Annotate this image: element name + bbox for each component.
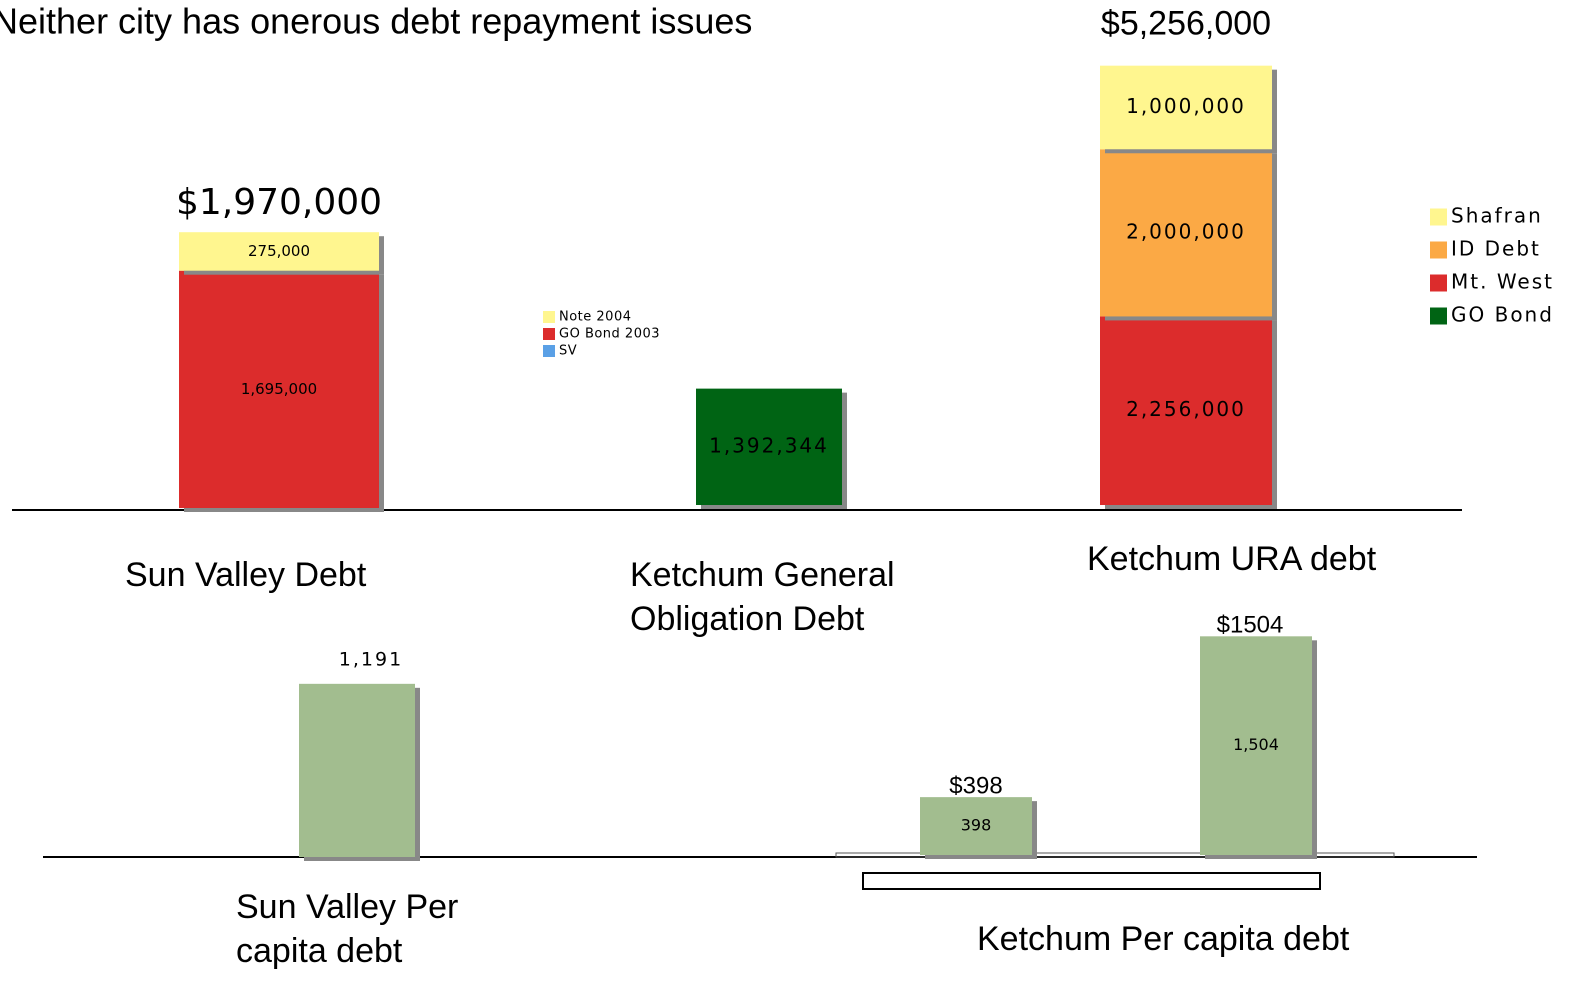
- legend-label: Mt. West: [1451, 270, 1554, 294]
- legend-label: ID Debt: [1451, 237, 1541, 261]
- caption: Ketchum General Obligation Debt: [630, 556, 895, 638]
- value-label: 1,695,000: [241, 380, 317, 398]
- value-label: 2,000,000: [1126, 219, 1246, 243]
- legend-swatch: [543, 345, 555, 357]
- value-label: 1,000,000: [1126, 94, 1246, 118]
- bar: [1200, 636, 1312, 855]
- legend-swatch: [543, 311, 555, 323]
- total-label: $1,970,000: [176, 182, 382, 223]
- bar: [1100, 316, 1272, 505]
- total-label: $398: [949, 772, 1002, 799]
- legend-label: SV: [559, 344, 577, 359]
- value-label: 1,504: [1233, 735, 1279, 754]
- caption: Sun Valley Debt: [125, 556, 367, 594]
- bar: [1100, 149, 1272, 317]
- legend-swatch: [1430, 274, 1447, 292]
- bar: [179, 270, 379, 508]
- total-label: $1504: [1217, 612, 1284, 639]
- legend-label: GO Bond: [1451, 303, 1554, 327]
- value-label: 1,191: [339, 648, 403, 670]
- bar: [1100, 65, 1272, 150]
- empty-box: [862, 872, 1321, 890]
- total-label: $5,256,000: [1101, 5, 1271, 43]
- value-label: 2,256,000: [1126, 397, 1246, 421]
- caption: Ketchum Per capita debt: [977, 920, 1350, 958]
- bar: [179, 232, 379, 271]
- caption: Sun Valley Per capita debt: [236, 888, 459, 970]
- legend-label: Note 2004: [559, 310, 632, 325]
- value-label: 275,000: [248, 242, 310, 260]
- caption: Ketchum URA debt: [1087, 540, 1377, 578]
- legend-swatch: [1430, 208, 1447, 226]
- legend-swatch: [1430, 307, 1447, 325]
- axis-box: [835, 852, 1395, 858]
- legend-swatch: [1430, 241, 1447, 259]
- slide-title: Neither city has onerous debt repayment …: [0, 1, 752, 42]
- bar: [920, 797, 1032, 855]
- legend-label: Shafran: [1451, 204, 1543, 228]
- legend-swatch: [543, 328, 555, 340]
- value-label: 1,392,344: [709, 433, 829, 457]
- bar: [299, 683, 415, 857]
- bar: [696, 388, 842, 505]
- value-label: 398: [961, 816, 992, 835]
- legend-label: GO Bond 2003: [559, 327, 660, 342]
